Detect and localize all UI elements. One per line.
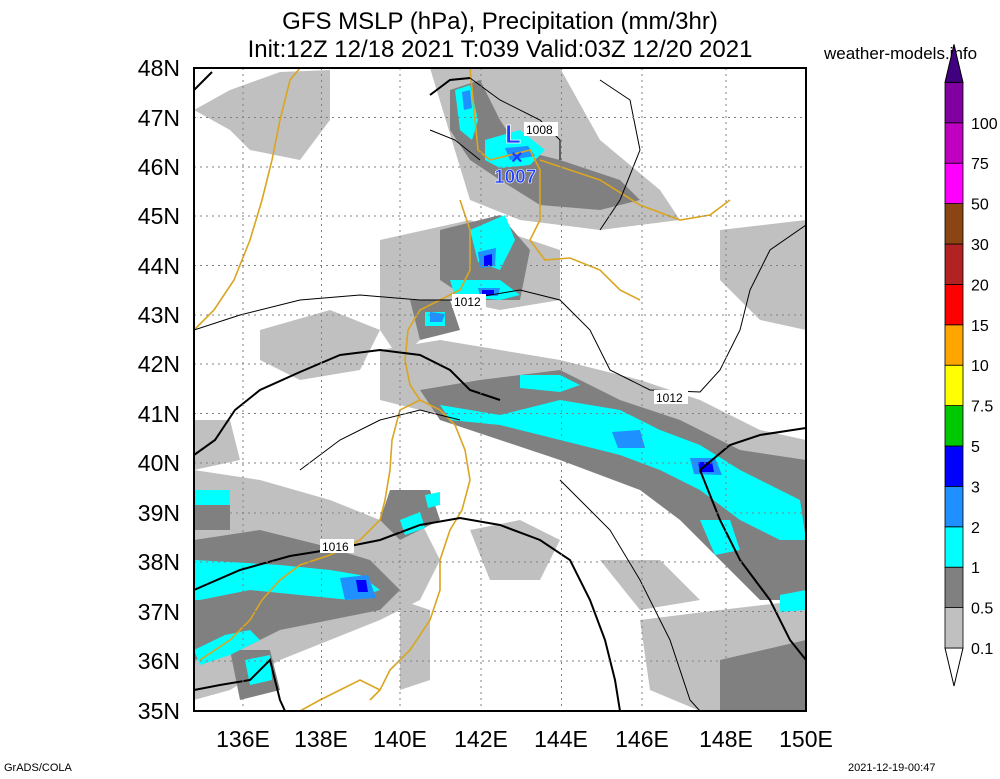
colorbar-label: 7.5 <box>971 399 993 416</box>
colorbar-label: 50 <box>971 197 989 214</box>
lon-axis: 136E 138E 140E 142E 144E 146E 148E 150E <box>216 726 833 752</box>
footer-timestamp: 2021-12-19-00:47 <box>848 762 936 774</box>
low-marker-icon: × <box>511 147 523 169</box>
colorbar-swatch <box>944 243 964 285</box>
lon-label: 142E <box>454 726 508 752</box>
lat-label: 40N <box>138 450 180 476</box>
colorbar-swatch <box>944 526 964 568</box>
colorbar-label: 2 <box>971 520 980 537</box>
map-title-line1: GFS MSLP (hPa), Precipitation (mm/3hr) <box>282 8 718 35</box>
lat-axis: 48N 47N 46N 45N 44N 43N 42N 41N 40N 39N … <box>138 55 180 724</box>
colorbar-label: 0.1 <box>971 641 993 658</box>
colorbar-label: 1 <box>971 560 980 577</box>
lat-label: 41N <box>138 401 180 427</box>
colorbar-label: 10 <box>971 358 989 375</box>
colorbar-label: 0.5 <box>971 601 993 618</box>
colorbar-top-arrow <box>944 44 964 83</box>
isobar-label-1012-b: 1012 <box>656 391 683 405</box>
isobar-label-1016: 1016 <box>322 540 349 554</box>
colorbar-label: 30 <box>971 237 989 254</box>
isobars <box>194 71 806 711</box>
colorbar-swatch <box>944 445 964 487</box>
precip-colorbar: 0.1 0.5 1 2 3 5 7.5 10 15 20 30 50 75 100 <box>944 44 998 687</box>
lon-label: 150E <box>779 726 833 752</box>
low-pressure-center: L × 1007 <box>494 119 537 189</box>
lat-label: 45N <box>138 203 180 229</box>
precip-layer <box>194 68 806 711</box>
lon-label: 148E <box>699 726 753 752</box>
colorbar-swatch <box>944 162 964 204</box>
colorbar-swatch <box>944 607 964 649</box>
lat-label: 38N <box>138 549 180 575</box>
colorbar-swatch <box>944 203 964 245</box>
lat-label: 46N <box>138 154 180 180</box>
colorbar-label: 20 <box>971 277 989 294</box>
lat-label: 39N <box>138 500 180 526</box>
lon-label: 138E <box>294 726 348 752</box>
colorbar-swatch <box>944 364 964 407</box>
lon-label: 146E <box>615 726 669 752</box>
colorbar-swatch <box>944 283 964 326</box>
lat-label: 47N <box>138 105 180 131</box>
lat-label: 42N <box>138 351 180 377</box>
footer-grads: GrADS/COLA <box>4 762 72 774</box>
lat-label: 35N <box>138 698 180 724</box>
lat-label: 43N <box>138 302 180 328</box>
lon-label: 140E <box>373 726 427 752</box>
lat-label: 44N <box>138 253 180 279</box>
colorbar-swatch <box>944 566 964 609</box>
colorbar-swatch <box>944 405 964 447</box>
site-credit: weather-models.info <box>824 44 978 63</box>
colorbar-swatch <box>944 324 964 366</box>
colorbar-swatch <box>944 82 964 124</box>
map-frame <box>193 67 807 712</box>
isobar-label-1012-a: 1012 <box>454 295 481 309</box>
colorbar-label: 5 <box>971 439 980 456</box>
lat-label: 48N <box>138 55 180 81</box>
low-value: 1007 <box>494 167 536 188</box>
lon-label: 144E <box>534 726 588 752</box>
lat-label: 37N <box>138 599 180 625</box>
map-title-line2: Init:12Z 12/18 2021 T:039 Valid:03Z 12/2… <box>247 36 753 63</box>
colorbar-bottom-arrow <box>944 647 964 687</box>
lat-lon-grid <box>194 68 806 711</box>
colorbar-label: 75 <box>971 156 989 173</box>
low-symbol: L <box>505 119 521 149</box>
isobar-label-1008: 1008 <box>526 123 553 137</box>
colorbar-label: 3 <box>971 479 980 496</box>
lon-label: 136E <box>216 726 270 752</box>
lat-label: 36N <box>138 648 180 674</box>
colorbar-label: 100 <box>971 116 998 133</box>
colorbar-swatch <box>944 122 964 164</box>
colorbar-label: 15 <box>971 318 989 335</box>
colorbar-swatch <box>944 485 964 528</box>
